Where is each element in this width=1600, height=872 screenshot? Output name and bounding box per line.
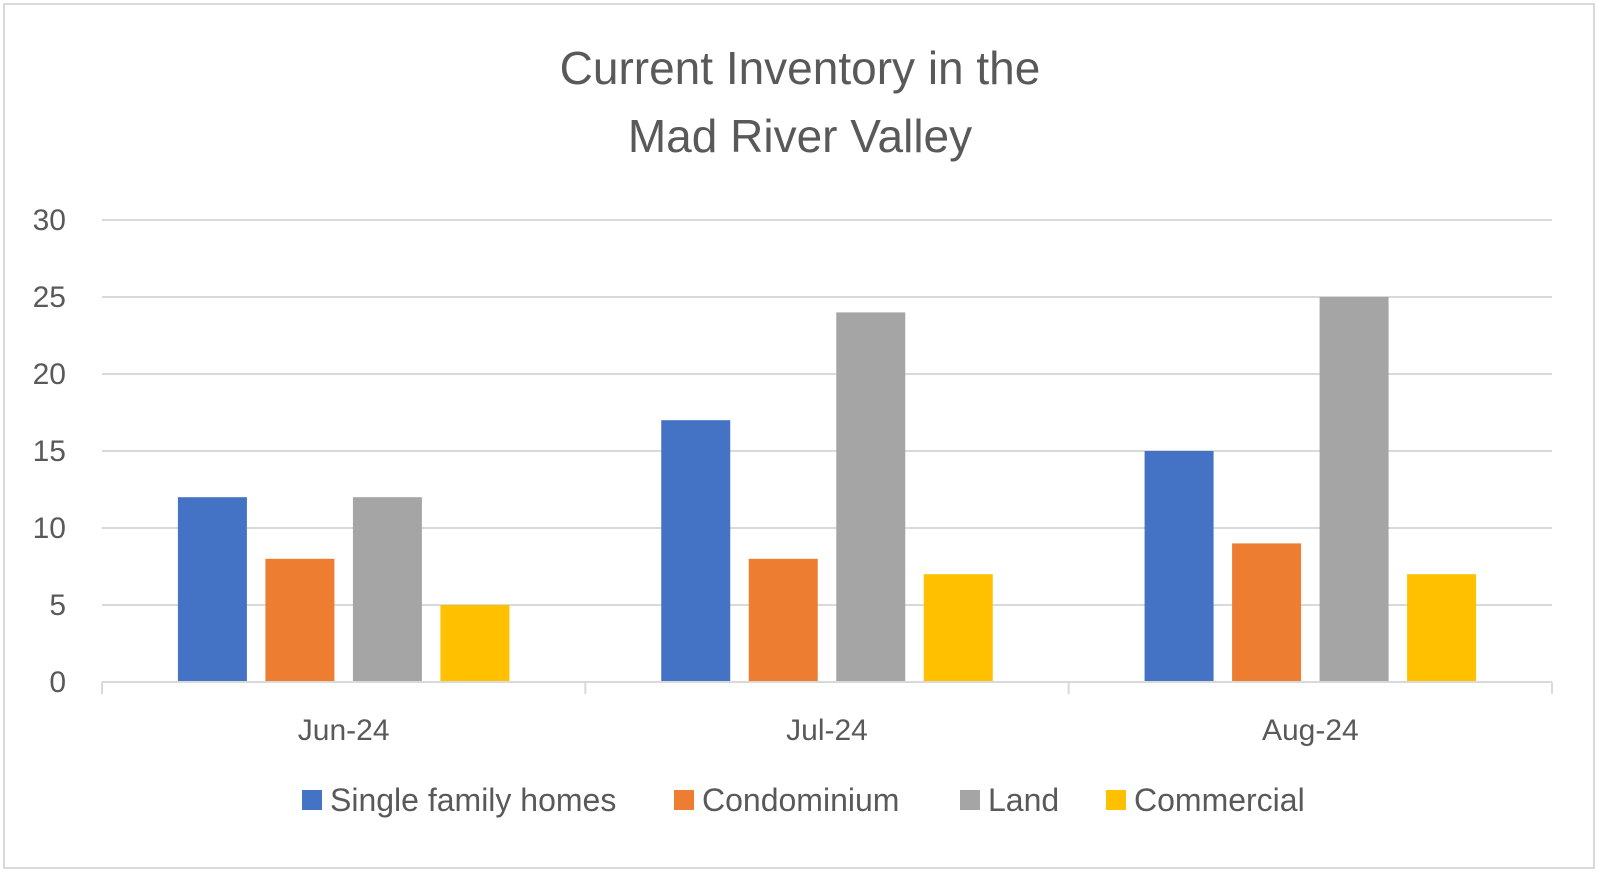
chart-title-line-2: Mad River Valley: [628, 110, 972, 162]
legend-label-land: Land: [988, 782, 1059, 818]
plot-bars: [177, 297, 1477, 682]
bar-single-family-homes-jun-24: [177, 497, 247, 682]
y-tick-label-0: 0: [49, 666, 66, 699]
y-axis-tick-labels: 0 5 10 15 20 25 30: [33, 204, 66, 699]
chart-title-line-1: Current Inventory in the: [560, 42, 1041, 94]
bar-single-family-homes-jul-24: [661, 420, 731, 682]
y-tick-label-15: 15: [33, 435, 66, 468]
legend-swatch-condominium: [674, 790, 694, 810]
bar-condominium-jul-24: [748, 558, 818, 682]
x-tick-label-jul-24: Jul-24: [786, 714, 868, 747]
legend-swatch-commercial: [1106, 790, 1126, 810]
bar-condominium-jun-24: [265, 558, 335, 682]
y-tick-label-20: 20: [33, 358, 66, 391]
bar-land-aug-24: [1319, 297, 1389, 682]
bar-commercial-aug-24: [1407, 574, 1477, 682]
y-tick-label-30: 30: [33, 204, 66, 237]
bar-land-jul-24: [836, 312, 906, 682]
chart-title: Current Inventory in the Mad River Valle…: [560, 42, 1041, 162]
x-axis: [101, 681, 1553, 694]
gridlines: [102, 219, 1552, 606]
bar-land-jun-24: [352, 497, 422, 682]
bar-condominium-aug-24: [1232, 543, 1302, 682]
x-tick-label-jun-24: Jun-24: [298, 714, 390, 747]
legend-label-commercial: Commercial: [1134, 782, 1305, 818]
y-tick-label-5: 5: [49, 589, 66, 622]
legend-label-condominium: Condominium: [702, 782, 899, 818]
legend-swatch-land: [960, 790, 980, 810]
bar-commercial-jul-24: [923, 574, 993, 682]
x-tick-label-aug-24: Aug-24: [1262, 714, 1359, 747]
bar-commercial-jun-24: [440, 605, 510, 682]
y-tick-label-25: 25: [33, 281, 66, 314]
y-tick-label-10: 10: [33, 512, 66, 545]
bar-single-family-homes-aug-24: [1144, 451, 1214, 682]
legend-swatch-single-family-homes: [302, 790, 322, 810]
x-axis-tick-labels: Jun-24 Jul-24 Aug-24: [298, 714, 1359, 747]
legend: Single family homes Condominium Land Commer…: [302, 782, 1305, 818]
legend-label-single-family-homes: Single family homes: [330, 782, 616, 818]
